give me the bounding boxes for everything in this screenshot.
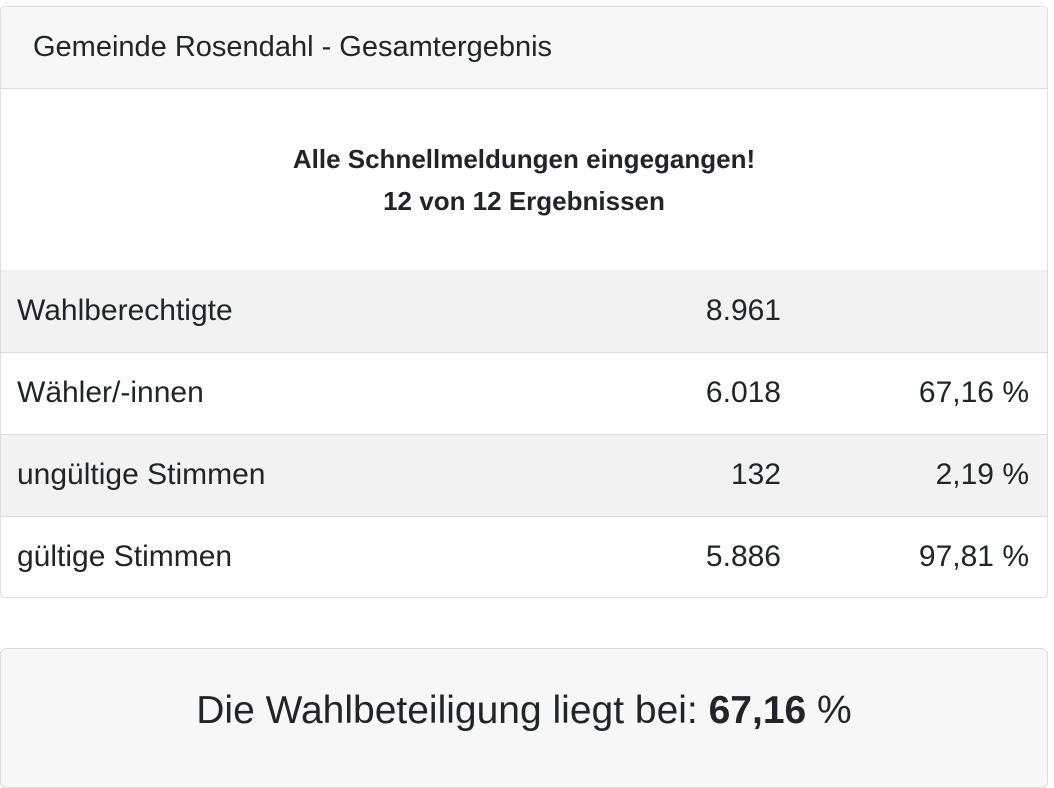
row-count: 8.961 [705,293,781,327]
row-count: 132 [537,433,781,516]
turnout-suffix: % [806,689,852,732]
row-percent [781,270,1047,352]
turnout-prefix: Die Wahlbeteiligung liegt bei: [196,689,709,732]
turnout-value: 67,16 [708,689,807,732]
row-label: gültige Stimmen [1,515,537,597]
table-row-wahlberechtigte: Wahlberechtigte 8.961 [1,270,1047,352]
row-count: 5.886 [537,515,781,597]
row-label: Wähler/-innen [1,351,537,434]
table-row-gueltige-stimmen: gültige Stimmen 5.886 97,81 % [1,515,1047,597]
card-header: Gemeinde Rosendahl - Gesamtergebnis [1,7,1047,89]
results-card: Gemeinde Rosendahl - Gesamtergebnis Alle… [0,6,1048,598]
row-count: 6.018 [537,351,781,434]
status-line-count: 12 von 12 Ergebnissen [383,185,665,216]
row-label: ungültige Stimmen [1,433,537,516]
row-percent: 97,81 % [781,515,1047,597]
row-percent: 67,16 % [781,351,1047,434]
status-message: Alle Schnellmeldungen eingegangen! 12 vo… [1,89,1047,270]
turnout-box: Die Wahlbeteiligung liegt bei: 67,16 % [0,648,1048,788]
row-percent: 2,19 % [781,433,1047,516]
table-row-waehler: Wähler/-innen 6.018 67,16 % [1,351,1047,434]
status-line-complete: Alle Schnellmeldungen eingegangen! [292,143,756,174]
results-table: Wahlberechtigte 8.961 Wähler/-innen 6.01… [1,270,1047,597]
page-title: Gemeinde Rosendahl - Gesamtergebnis [33,31,553,63]
row-label: Wahlberechtigte [17,293,233,327]
table-row-ungueltige-stimmen: ungültige Stimmen 132 2,19 % [1,433,1047,516]
